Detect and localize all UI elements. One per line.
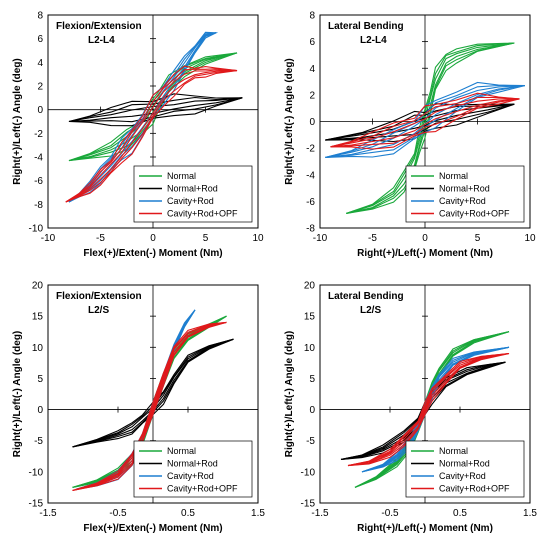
x-tick-label: -5 — [96, 233, 105, 244]
legend-label: Cavity+Rod+OPF — [439, 484, 510, 494]
chart-panel-1: -10 -5 0 5 10 -10 -8 -6 -4 -2 0 2 4 6 8 Flexion/Extensi… — [12, 11, 264, 260]
x-tick-label: 1.5 — [523, 508, 537, 519]
x-axis-label: Flex(+)/Exten(-) Moment (Nm) — [83, 523, 222, 534]
y-tick-label: 6 — [309, 37, 315, 48]
legend-label: Normal+Rod — [167, 459, 218, 469]
series-line-normal-rod — [68, 93, 243, 127]
y-tick-label: -8 — [306, 224, 315, 235]
legend-label: Cavity+Rod+OPF — [167, 484, 238, 494]
y-tick-label: 2 — [37, 82, 43, 93]
y-tick-label: -10 — [29, 467, 44, 478]
legend-label: Normal+Rod — [439, 184, 490, 194]
x-tick-label: 0.5 — [181, 508, 195, 519]
series-line-cavity-rod-opf — [330, 92, 520, 150]
x-tick-label: 5 — [475, 233, 481, 244]
x-axis-label: Right(+)/Left(-) Moment (Nm) — [357, 248, 493, 259]
x-tick-label: 1.5 — [251, 508, 265, 519]
legend: Normal Normal+Rod Cavity+Rod Cavity+Rod+OPF — [133, 440, 253, 498]
chart-panel-3: -1.5 -0.5 0.5 1.5 -15 -10 -5 0 5 10 15 20 Flexion/Ex… — [12, 281, 265, 535]
series-line-cavity-rod-opf — [65, 65, 238, 203]
chart-panel-4: -1.5 -0.5 0.5 1.5 -15 -10 -5 0 5 10 15 20 Lateral Be… — [284, 281, 537, 535]
y-tick-label: -6 — [306, 197, 315, 208]
chart-subtitle: L2-L4 — [88, 35, 115, 46]
y-tick-label: 10 — [32, 343, 44, 354]
x-axis-label: Flex(+)/Exten(-) Moment (Nm) — [83, 248, 222, 259]
legend-label: Normal — [167, 446, 196, 456]
y-tick-label: -4 — [306, 170, 315, 181]
x-tick-label: 0 — [422, 233, 428, 244]
y-axis-label: Right(+)/Left(-) Angle (deg) — [284, 58, 295, 185]
y-axis-label: Right(+)/Left(-) Angle (deg) — [284, 331, 295, 458]
y-tick-label: 6 — [37, 34, 43, 45]
y-tick-label: -4 — [34, 153, 43, 164]
x-tick-label: 0.5 — [453, 508, 467, 519]
y-tick-label: 20 — [304, 281, 316, 292]
chart-panel-2: -10 -5 0 5 10 -8 -6 -4 -2 0 2 4 6 8 Lateral Bending L2-… — [284, 11, 536, 260]
y-tick-label: 0 — [37, 405, 43, 416]
x-tick-label: 10 — [524, 233, 536, 244]
legend-label: Cavity+Rod — [439, 196, 486, 206]
legend: Normal Normal+Rod Cavity+Rod Cavity+Rod+OPF — [405, 165, 525, 223]
y-tick-label: 20 — [32, 281, 44, 292]
legend-label: Cavity+Rod — [167, 471, 214, 481]
legend-label: Normal+Rod — [167, 184, 218, 194]
x-tick-label: -10 — [41, 233, 56, 244]
legend-label: Normal — [439, 171, 468, 181]
y-tick-label: -6 — [34, 176, 43, 187]
chart-subtitle: L2-L4 — [360, 35, 387, 46]
series-line-normal-rod — [72, 338, 234, 448]
legend-label: Normal — [439, 446, 468, 456]
y-tick-label: -15 — [301, 499, 316, 510]
y-tick-label: 15 — [304, 312, 316, 323]
x-tick-label: -1.5 — [39, 508, 57, 519]
chart-title: Flexion/Extension — [56, 21, 142, 32]
y-tick-label: 10 — [304, 343, 316, 354]
y-tick-label: 15 — [32, 312, 44, 323]
x-tick-label: -1.5 — [311, 508, 329, 519]
legend: Normal Normal+Rod Cavity+Rod Cavity+Rod+OPF — [405, 440, 525, 498]
y-tick-label: 8 — [309, 11, 315, 22]
legend-label: Cavity+Rod+OPF — [439, 209, 510, 219]
y-tick-label: 4 — [37, 58, 43, 69]
y-tick-label: 4 — [309, 64, 315, 75]
y-tick-label: -5 — [34, 436, 43, 447]
y-axis-label: Right(+)/Left(-) Angle (deg) — [12, 331, 23, 458]
y-tick-label: -8 — [34, 200, 43, 211]
x-axis-label: Right(+)/Left(-) Moment (Nm) — [357, 523, 493, 534]
x-tick-label: -0.5 — [381, 508, 399, 519]
chart-title: Lateral Bending — [328, 291, 404, 302]
y-axis-label: Right(+)/Left(-) Angle (deg) — [12, 58, 23, 185]
chart-subtitle: L2/S — [360, 305, 381, 316]
legend-label: Cavity+Rod — [167, 196, 214, 206]
x-tick-label: -5 — [368, 233, 377, 244]
x-tick-label: 0 — [150, 233, 156, 244]
x-tick-label: 10 — [252, 233, 264, 244]
legend-label: Normal — [167, 171, 196, 181]
x-tick-label: -10 — [313, 233, 328, 244]
y-tick-label: -10 — [29, 224, 44, 235]
y-tick-label: -15 — [29, 499, 44, 510]
legend-label: Cavity+Rod+OPF — [167, 209, 238, 219]
y-tick-label: -2 — [306, 144, 315, 155]
chart-subtitle: L2/S — [88, 305, 109, 316]
legend-label: Normal+Rod — [439, 459, 490, 469]
y-tick-label: -10 — [301, 467, 316, 478]
y-tick-label: 0 — [309, 117, 315, 128]
y-tick-label: 5 — [37, 374, 43, 385]
y-tick-label: 8 — [37, 11, 43, 22]
chart-title: Flexion/Extension — [56, 291, 142, 302]
x-tick-label: 5 — [203, 233, 209, 244]
y-tick-label: 0 — [37, 105, 43, 116]
y-tick-label: -5 — [306, 436, 315, 447]
y-tick-label: 2 — [309, 90, 315, 101]
x-tick-label: -0.5 — [109, 508, 127, 519]
legend-label: Cavity+Rod — [439, 471, 486, 481]
legend: Normal Normal+Rod Cavity+Rod Cavity+Rod+OPF — [133, 165, 253, 223]
series-line-cavity-rod — [325, 81, 525, 158]
y-tick-label: -2 — [34, 129, 43, 140]
y-tick-label: 5 — [309, 374, 315, 385]
chart-title: Lateral Bending — [328, 21, 404, 32]
y-tick-label: 0 — [309, 405, 315, 416]
